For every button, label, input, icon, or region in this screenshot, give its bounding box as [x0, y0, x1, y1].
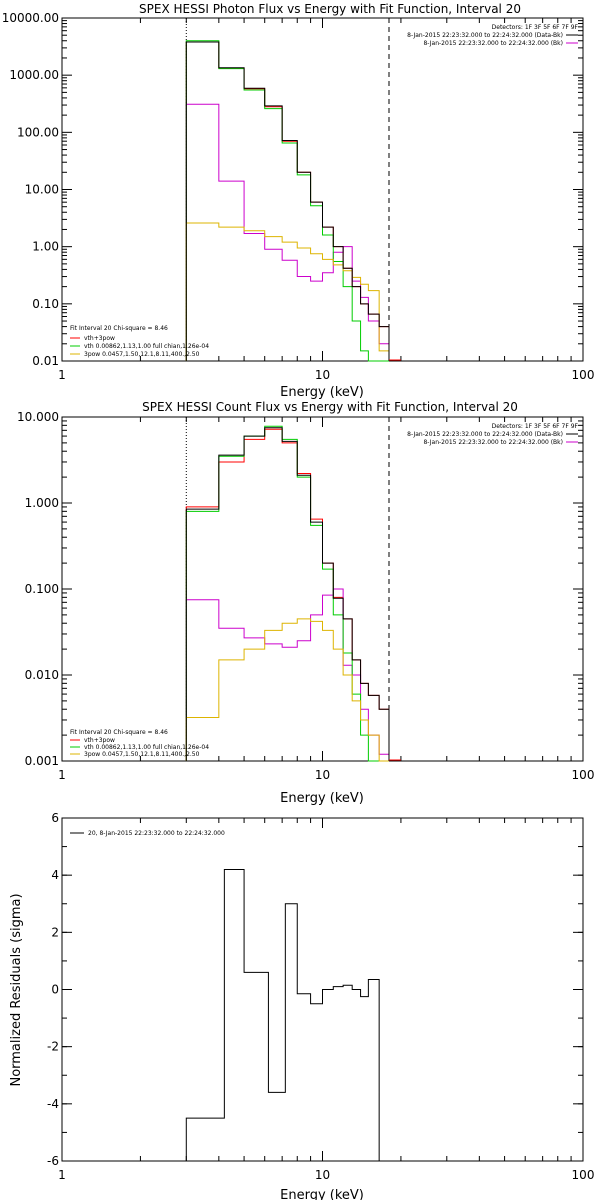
- series-pow3: [185, 618, 389, 762]
- x-tick-label: 1: [58, 768, 66, 782]
- series-vth: [185, 425, 389, 762]
- y-tick-label: 10.000: [17, 410, 59, 424]
- residual-legend: 20, 8-Jan-2015 22:23:32.000 to 22:24:32.…: [70, 830, 225, 837]
- series-vth: [185, 40, 389, 362]
- residual-legend-text: 20, 8-Jan-2015 22:23:32.000 to 22:24:32.…: [88, 830, 225, 837]
- x-tick-label: 1: [58, 1168, 66, 1182]
- photon-legend-bk: 8-Jan-2015 22:23:32.000 to 22:24:32.000 …: [423, 40, 563, 47]
- x-tick-label: 10: [315, 768, 330, 782]
- series-vth-plus-3pow: [185, 428, 390, 761]
- photon-title: SPEX HESSI Photon Flux vs Energy with Fi…: [139, 2, 521, 16]
- photon-plot-area: [185, 18, 401, 362]
- series-data: [185, 41, 390, 361]
- photon-legend-3pow: 3pow 0.0457,1.50,12.1,8.11,400.,2.50: [84, 351, 200, 358]
- count-legend-bk: 8-Jan-2015 22:23:32.000 to 22:24:32.000 …: [423, 439, 563, 446]
- y-tick-label: 6: [51, 811, 59, 825]
- y-tick-label: 100.00: [17, 125, 59, 139]
- series-residuals: [185, 868, 380, 1161]
- photon-ticks: 1 10 100 0.01 0.10 1.00 10.00 100.00 1000.00 1000…: [2, 11, 595, 382]
- count-title: SPEX HESSI Count Flux vs Energy with Fit…: [142, 400, 518, 414]
- y-tick-label: 0: [51, 983, 59, 997]
- y-tick-label: 0.100: [25, 582, 59, 596]
- y-tick-label: 1000.00: [9, 68, 59, 82]
- photon-panel: SPEX HESSI Photon Flux vs Energy with Fi…: [2, 2, 595, 400]
- residual-ticks: 1 10 100 -6 -4 -2 0 2 4 6: [47, 811, 594, 1182]
- x-tick-label: 100: [572, 768, 595, 782]
- photon-legend-fit: Fit Interval 20 Chi-square = 8.46: [70, 325, 168, 332]
- x-tick-label: 100: [572, 368, 595, 382]
- residual-plot-area: [185, 868, 380, 1161]
- count-legend-left: Fit Interval 20 Chi-square = 8.46 vth+3p…: [70, 729, 209, 758]
- count-legend-3pow: 3pow 0.0457,1.50,12.1,8.11,400.,2.50: [84, 751, 200, 758]
- series-data: [185, 427, 390, 761]
- y-tick-label: -2: [47, 1040, 59, 1054]
- count-legend-fit: Fit Interval 20 Chi-square = 8.46: [70, 729, 168, 736]
- series-vth-plus-3pow: [185, 41, 390, 361]
- photon-legend-right: Detectors: 1F 3F 5F 6F 7F 9F 8-Jan-2015 …: [407, 24, 578, 47]
- y-tick-label: -4: [47, 1097, 59, 1111]
- count-legend-data: 8-Jan-2015 22:23:32.000 to 22:24:32.000 …: [407, 431, 563, 438]
- y-tick-label: 0.01: [32, 354, 59, 368]
- y-tick-label: 10000.00: [2, 11, 59, 25]
- photon-legend-left: Fit Interval 20 Chi-square = 8.46 vth+3p…: [70, 325, 209, 358]
- count-ticks: 1 10 100 0.001 0.010 0.100 1.000 10.000: [17, 410, 594, 782]
- count-plot-area: [185, 417, 401, 762]
- photon-legend-detectors: Detectors: 1F 3F 5F 6F 7F 9F: [492, 24, 579, 31]
- x-tick-label: 100: [572, 1168, 595, 1182]
- y-tick-label: 10.00: [25, 183, 59, 197]
- x-tick-label: 10: [315, 1168, 330, 1182]
- y-tick-label: -6: [47, 1154, 59, 1168]
- y-tick-label: 1.00: [32, 240, 59, 254]
- residual-ylabel: Normalized Residuals (sigma): [9, 893, 24, 1086]
- series-bk: [185, 103, 390, 361]
- count-legend-detectors: Detectors: 1F 3F 5F 6F 7F 9F: [492, 423, 579, 430]
- x-tick-label: 1: [58, 368, 66, 382]
- photon-legend-data: 8-Jan-2015 22:23:32.000 to 22:24:32.000 …: [407, 32, 563, 39]
- count-xlabel: Energy (keV): [280, 791, 364, 806]
- series-pow3: [185, 222, 390, 361]
- photon-legend-vth: vth 0.00862,1.13,1.00 full chian,1.26e-0…: [84, 343, 209, 350]
- y-tick-label: 1.000: [25, 496, 59, 510]
- y-tick-label: 2: [51, 925, 59, 939]
- y-tick-label: 0.10: [32, 297, 59, 311]
- photon-legend-vth3pow: vth+3pow: [84, 335, 115, 342]
- y-tick-label: 4: [51, 868, 59, 882]
- count-legend-vth3pow: vth+3pow: [84, 737, 115, 744]
- y-tick-label: 0.010: [25, 668, 59, 682]
- residual-panel: 1 10 100 -6 -4 -2 0 2 4 6 Energy (keV) Normalized…: [9, 811, 594, 1200]
- photon-frame: [61, 17, 584, 362]
- count-legend-vth: vth 0.00862,1.13,1.00 full chian,1.26e-0…: [84, 744, 209, 751]
- photon-xlabel: Energy (keV): [280, 385, 364, 400]
- y-tick-label: 0.001: [25, 754, 59, 768]
- residual-xlabel: Energy (keV): [280, 1188, 364, 1200]
- x-tick-label: 10: [315, 368, 330, 382]
- count-legend-right: Detectors: 1F 3F 5F 6F 7F 9F 8-Jan-2015 …: [407, 423, 578, 446]
- series-bk: [185, 588, 390, 761]
- count-frame: [61, 416, 584, 762]
- count-panel: SPEX HESSI Count Flux vs Energy with Fit…: [17, 400, 594, 806]
